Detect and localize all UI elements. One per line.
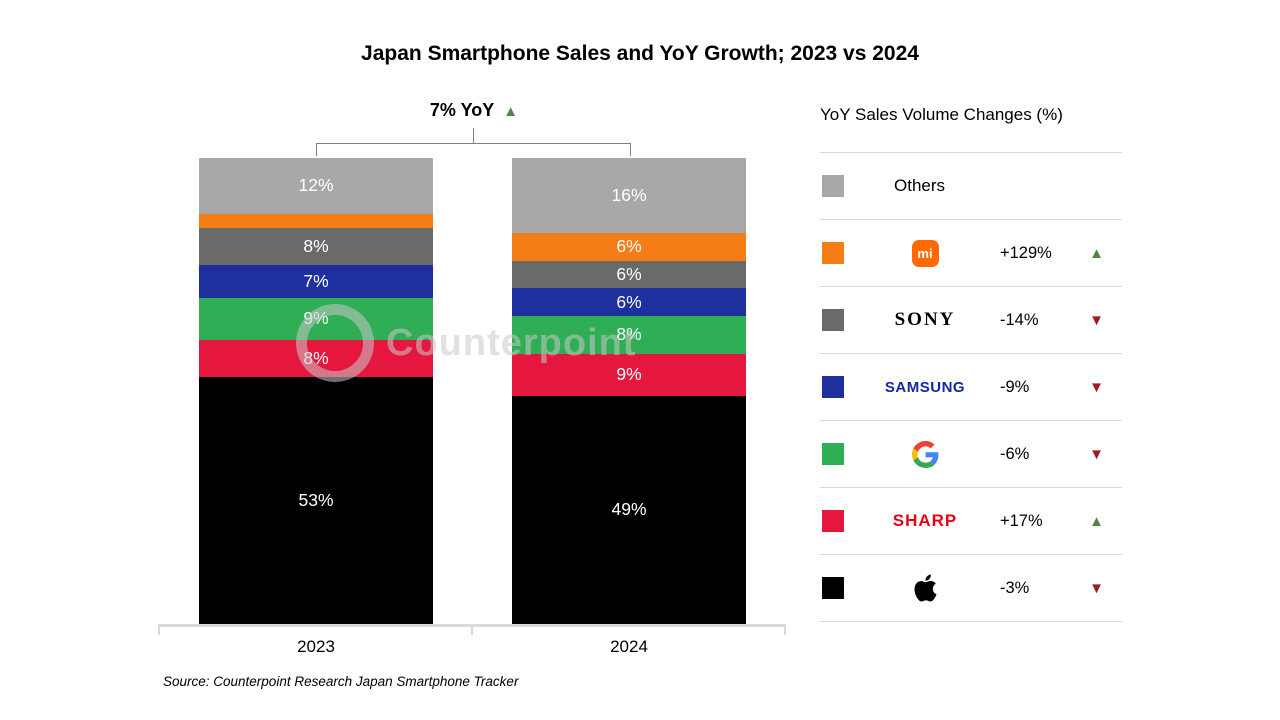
legend-row-apple: -3% ▼ xyxy=(820,554,1122,622)
segment-sharp-2024: 9% xyxy=(512,353,746,396)
segment-label: 6% xyxy=(616,235,642,256)
down-arrow-icon: ▼ xyxy=(1089,378,1104,396)
legend-panel: YoY Sales Volume Changes (%) Others mi +… xyxy=(820,100,1122,622)
segment-samsung-2023: 7% xyxy=(199,265,433,298)
x-axis-label-2023: 2023 xyxy=(297,637,335,656)
apple-change: -3% xyxy=(1000,578,1030,597)
apple-logo xyxy=(914,574,936,602)
xiaomi-swatch xyxy=(822,242,844,264)
bracket-line xyxy=(316,143,631,144)
legend-row-others: Others xyxy=(820,152,1122,219)
up-arrow-icon: ▲ xyxy=(1089,244,1104,262)
google-change: -6% xyxy=(1000,444,1030,463)
segment-label: 6% xyxy=(616,291,642,312)
axis-tick xyxy=(471,624,473,635)
segment-apple-2024: 49% xyxy=(512,395,746,624)
bracket-tick-right xyxy=(629,143,631,156)
segment-xiaomi-2024: 6% xyxy=(512,232,746,261)
segment-label: 8% xyxy=(616,324,642,345)
segment-label: 9% xyxy=(616,363,642,384)
yoy-annotation: 7% YoY ▲ xyxy=(316,100,632,121)
segment-xiaomi-2023 xyxy=(199,213,433,228)
sharp-swatch xyxy=(822,510,844,532)
axis-tick xyxy=(784,624,786,635)
google-logo xyxy=(911,440,938,468)
yoy-annotation-label: 7% YoY xyxy=(429,100,495,120)
legend-row-xiaomi: mi +129% ▲ xyxy=(820,219,1122,286)
segment-google-2024: 8% xyxy=(512,316,746,354)
xiaomi-logo: mi xyxy=(911,239,939,267)
bracket-tick-left xyxy=(316,143,317,156)
stacked-bar-2024: 16% 6% 6% 6% 8% 9% 49% xyxy=(512,158,746,624)
segment-label: 8% xyxy=(303,347,329,368)
segment-sony-2023: 8% xyxy=(199,227,433,266)
sony-change: -14% xyxy=(1000,310,1039,329)
segment-label: 49% xyxy=(611,499,647,520)
segment-samsung-2024: 6% xyxy=(512,288,746,317)
samsung-logo: SAMSUNG xyxy=(884,378,966,396)
axis-tick xyxy=(158,624,160,635)
sharp-logo: SHARP xyxy=(892,511,958,530)
up-arrow-icon: ▲ xyxy=(503,103,519,120)
others-swatch xyxy=(822,175,844,197)
others-label: Others xyxy=(894,176,946,195)
segment-label: 8% xyxy=(303,235,329,256)
legend-row-sharp: SHARP +17% ▲ xyxy=(820,487,1122,554)
page-title: Japan Smartphone Sales and YoY Growth; 2… xyxy=(361,42,919,65)
segment-google-2023: 9% xyxy=(199,297,433,340)
segment-label: 12% xyxy=(298,175,334,196)
down-arrow-icon: ▼ xyxy=(1089,445,1104,463)
plot-area: Counterpoint 12% 8% 7% 9% 8% 53% 16% 6% 6% 6% 8% 9%… xyxy=(0,158,800,624)
sharp-change: +17% xyxy=(1000,511,1043,530)
samsung-swatch xyxy=(822,376,844,398)
segment-label: 9% xyxy=(303,307,329,328)
legend-row-google: -6% ▼ xyxy=(820,420,1122,487)
segment-others-2024: 16% xyxy=(512,158,746,233)
stacked-bar-2023: 12% 8% 7% 9% 8% 53% xyxy=(199,158,433,624)
legend-row-samsung: SAMSUNG -9% ▼ xyxy=(820,353,1122,420)
segment-apple-2023: 53% xyxy=(199,376,433,624)
segment-label: 7% xyxy=(303,270,329,291)
xiaomi-change: +129% xyxy=(1000,243,1052,262)
segment-label: 16% xyxy=(611,184,647,205)
sony-swatch xyxy=(822,309,844,331)
segment-label: 6% xyxy=(616,263,642,284)
segment-others-2023: 12% xyxy=(199,158,433,214)
x-axis-labels: 2023 2024 xyxy=(0,637,800,661)
up-arrow-icon: ▲ xyxy=(1089,512,1104,530)
source-note: Source: Counterpoint Research Japan Smar… xyxy=(163,674,519,689)
bracket-tick-center xyxy=(472,128,474,143)
sony-logo: SONY xyxy=(894,309,956,330)
segment-label: 53% xyxy=(298,489,334,510)
samsung-change: -9% xyxy=(1000,377,1030,396)
apple-swatch xyxy=(822,577,844,599)
segment-sharp-2023: 8% xyxy=(199,339,433,377)
down-arrow-icon: ▼ xyxy=(1089,311,1104,329)
google-swatch xyxy=(822,443,844,465)
down-arrow-icon: ▼ xyxy=(1089,579,1104,597)
x-axis-label-2024: 2024 xyxy=(610,637,648,656)
legend-row-sony: SONY -14% ▼ xyxy=(820,286,1122,353)
legend-title: YoY Sales Volume Changes (%) xyxy=(820,105,1063,124)
segment-sony-2024: 6% xyxy=(512,260,746,289)
